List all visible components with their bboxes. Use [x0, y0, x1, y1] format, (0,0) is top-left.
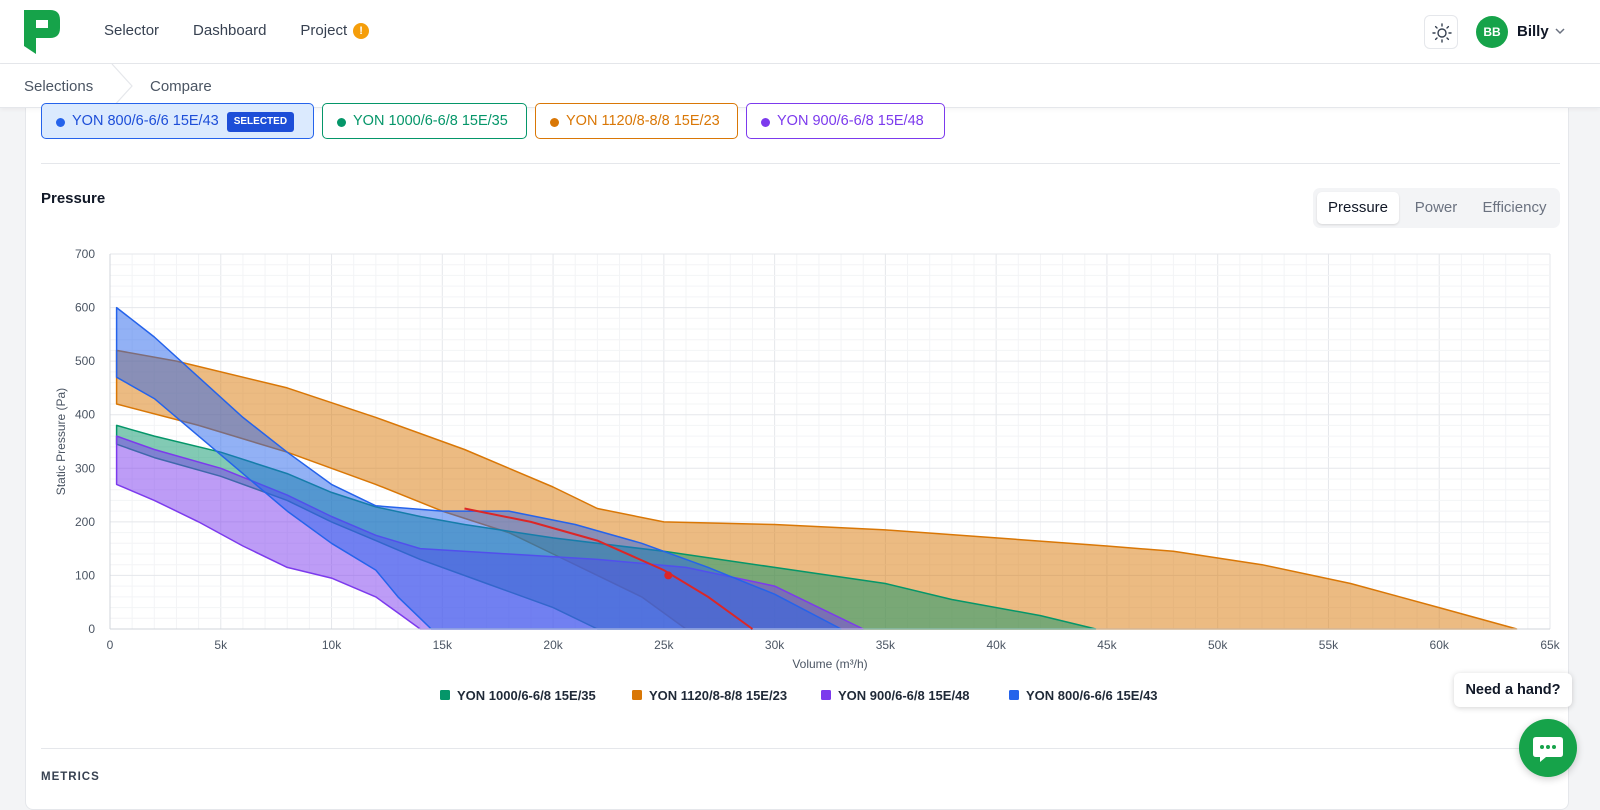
legend-label: YON 800/6-6/6 15E/43: [1026, 688, 1158, 703]
legend-label: YON 900/6-6/8 15E/48: [838, 688, 970, 703]
nav-dashboard[interactable]: Dashboard: [193, 22, 267, 39]
series-area: [115, 349, 1518, 630]
fan-chip[interactable]: YON 1000/6-6/8 15E/35: [322, 103, 527, 139]
metrics-heading: METRICS: [41, 771, 100, 783]
legend-swatch: [821, 690, 831, 700]
fan-chip-selected[interactable]: YON 800/6-6/6 15E/43 SELECTED: [41, 103, 314, 139]
top-navbar: Selector Dashboard Project! BB Billy: [0, 0, 1600, 64]
fan-color-dot: [56, 118, 65, 127]
x-tick-label: 20k: [543, 638, 563, 652]
nav-selector[interactable]: Selector: [104, 22, 160, 39]
chart-legend: YON 1000/6-6/8 15E/35 YON 1120/8-8/8 15E/…: [440, 688, 1158, 703]
fan-chip-label: YON 1000/6-6/8 15E/35: [353, 113, 508, 129]
sun-icon: [1432, 23, 1452, 43]
x-tick-label: 0: [107, 638, 114, 652]
legend-swatch: [632, 690, 642, 700]
chart-section-title: Pressure: [41, 190, 106, 207]
divider: [41, 748, 1560, 749]
chart-axes: 0 5k 10k 15k 20k 25k 30k 35k 40k 45k 50k 55k 60k 65k 0…: [75, 247, 1561, 652]
divider: [41, 163, 1560, 164]
tab-efficiency[interactable]: Efficiency: [1482, 199, 1547, 216]
y-tick-label: 400: [75, 408, 95, 422]
y-tick-label: 500: [75, 354, 95, 368]
nav-project-label: Project: [300, 22, 348, 39]
chat-icon: [1533, 737, 1563, 762]
fan-chip-label: YON 800/6-6/6 15E/43: [72, 113, 219, 129]
company-logo[interactable]: [22, 8, 62, 56]
pressure-chart: 0 5k 10k 15k 20k 25k 30k 35k 40k 45k 50k 55k 60k 65k 0…: [54, 247, 1561, 703]
fan-chip[interactable]: YON 1120/8-8/8 15E/23: [535, 103, 738, 139]
x-tick-label: 40k: [986, 638, 1006, 652]
chart-tabs: Pressure Power Efficiency: [1313, 188, 1560, 228]
x-tick-label: 45k: [1097, 638, 1117, 652]
fan-color-dot: [761, 118, 770, 127]
y-tick-label: 200: [75, 515, 95, 529]
duty-point: [664, 571, 673, 580]
y-tick-label: 300: [75, 461, 95, 475]
fan-color-dot: [337, 118, 346, 127]
theme-toggle-button[interactable]: [1424, 15, 1458, 49]
series-area: [115, 306, 842, 630]
chat-button[interactable]: [1519, 719, 1577, 777]
help-bubble[interactable]: Need a hand?: [1454, 673, 1572, 707]
warning-icon: !: [353, 23, 370, 39]
x-tick-label: 15k: [433, 638, 453, 652]
nav-project[interactable]: Project!: [300, 22, 370, 39]
fan-chip[interactable]: YON 900/6-6/8 15E/48: [746, 103, 945, 139]
selected-badge: SELECTED: [226, 112, 295, 132]
x-tick-label: 50k: [1208, 638, 1228, 652]
x-tick-label: 65k: [1540, 638, 1560, 652]
fan-color-dot: [550, 118, 559, 127]
y-tick-label: 600: [75, 301, 95, 315]
legend-label: YON 1120/8-8/8 15E/23: [649, 688, 787, 703]
x-tick-label: 60k: [1430, 638, 1450, 652]
main-nav: Selector Dashboard Project!: [104, 22, 370, 39]
fan-chip-label: YON 1120/8-8/8 15E/23: [566, 113, 720, 129]
fan-chip-label: YON 900/6-6/8 15E/48: [777, 113, 924, 129]
chevron-down-icon[interactable]: [1553, 24, 1567, 38]
user-name[interactable]: Billy: [1517, 23, 1549, 40]
user-avatar[interactable]: BB: [1476, 16, 1508, 48]
x-tick-label: 5k: [214, 638, 228, 652]
x-axis-label: Volume (m³/h): [792, 657, 867, 671]
tab-power[interactable]: Power: [1414, 199, 1458, 216]
system-curve-line: [464, 507, 754, 630]
tab-pressure[interactable]: Pressure: [1317, 192, 1399, 224]
y-tick-label: 700: [75, 247, 95, 261]
breadcrumb: Selections Compare: [0, 64, 1600, 108]
x-tick-label: 30k: [765, 638, 785, 652]
breadcrumb-separator-icon: [111, 64, 133, 108]
y-tick-label: 0: [88, 622, 95, 636]
y-tick-label: 100: [75, 568, 95, 582]
system-curve: [464, 507, 754, 630]
x-tick-label: 35k: [876, 638, 896, 652]
breadcrumb-compare[interactable]: Compare: [150, 78, 212, 95]
legend-label: YON 1000/6-6/8 15E/35: [457, 688, 596, 703]
legend-swatch: [440, 690, 450, 700]
breadcrumb-selections[interactable]: Selections: [24, 78, 94, 95]
legend-swatch: [1009, 690, 1019, 700]
x-tick-label: 55k: [1319, 638, 1339, 652]
x-tick-label: 25k: [654, 638, 674, 652]
chart-areas: [115, 306, 1518, 630]
x-tick-label: 10k: [322, 638, 342, 652]
y-axis-label: Static Pressure (Pa): [54, 388, 68, 495]
